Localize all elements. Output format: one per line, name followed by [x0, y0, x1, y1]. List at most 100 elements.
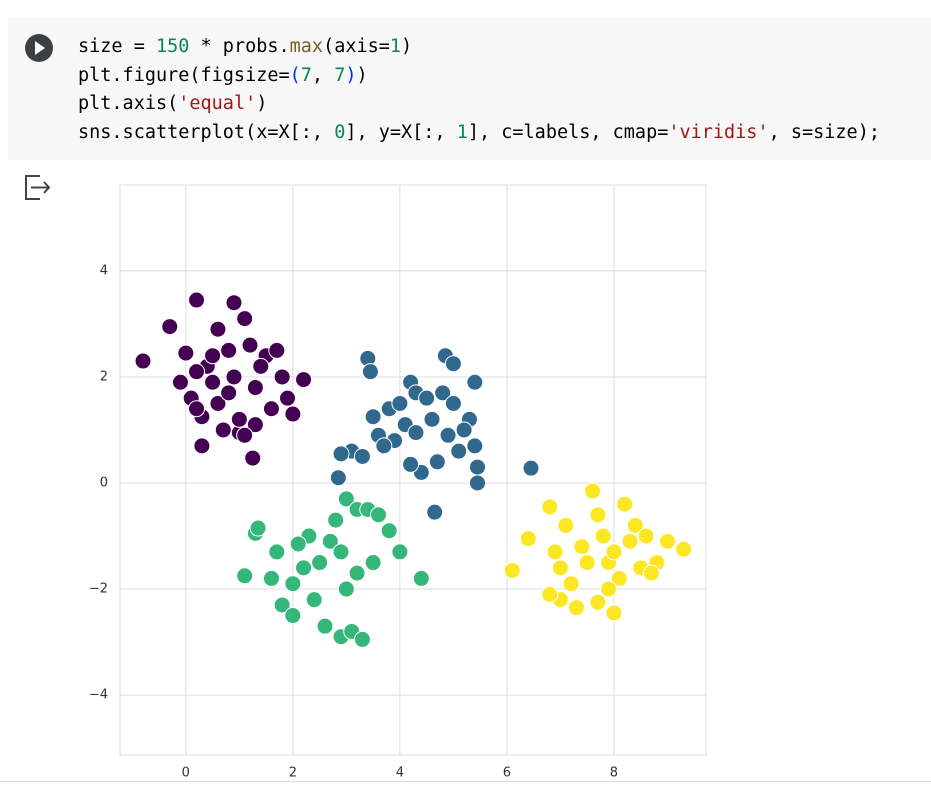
divider	[0, 781, 931, 782]
code-token: size =	[78, 36, 156, 57]
scatter-point	[455, 421, 473, 439]
scatter-point	[230, 410, 248, 428]
scatter-point	[268, 341, 286, 359]
scatter-point	[621, 532, 639, 550]
scatter-point	[236, 310, 254, 328]
scatter-point	[241, 336, 259, 354]
scatter-point	[279, 389, 297, 407]
scatter-point	[642, 564, 660, 582]
scatter-point	[332, 445, 350, 463]
scatter-point	[225, 368, 243, 386]
scatter-point	[268, 543, 286, 561]
scatter-point	[249, 519, 267, 537]
scatter-point	[311, 554, 329, 572]
code-line: plt.figure(figsize=(7, 7))	[78, 62, 880, 91]
scatter-point	[418, 389, 436, 407]
code-token: (	[289, 64, 301, 86]
code-token: (axis=	[323, 36, 390, 57]
code-token: 'viridis'	[668, 122, 769, 144]
code-token: )	[356, 64, 368, 86]
scatter-point	[209, 320, 227, 338]
scatter-point	[161, 318, 179, 336]
scatter-point	[557, 516, 575, 534]
scatter-point	[236, 426, 254, 444]
scatter-point	[353, 630, 371, 648]
scatter-point	[412, 569, 430, 587]
scatter-point	[541, 498, 559, 516]
scatter-point	[337, 580, 355, 598]
scatter-point	[600, 580, 618, 598]
scatter-point	[273, 368, 291, 386]
scatter-point	[468, 458, 486, 476]
code-token: 7	[334, 64, 346, 86]
scatter-point	[236, 567, 254, 585]
code-token: 7	[300, 64, 312, 86]
scatter-point	[262, 400, 280, 418]
y-tick-label: 2	[100, 369, 108, 384]
scatter-point	[468, 474, 486, 492]
x-tick-label: 6	[503, 766, 511, 781]
scatter-point	[573, 538, 591, 556]
code-cell: size = 150 * probs.max(axis=1) plt.figure…	[8, 18, 931, 160]
scatter-point	[188, 363, 206, 381]
scatter-point	[329, 469, 347, 487]
y-tick-label: −4	[89, 688, 108, 703]
output-icon	[25, 175, 51, 200]
scatter-point	[375, 437, 393, 455]
scatter-point	[391, 543, 409, 561]
scatter-point	[289, 535, 307, 553]
scatter-point	[204, 373, 222, 391]
scatter-point	[567, 599, 585, 617]
scatter-point	[434, 384, 452, 402]
code-token: sns.scatterplot(x=X[:,	[78, 122, 335, 144]
x-tick-label: 2	[289, 766, 297, 781]
scatter-point	[439, 426, 457, 444]
scatter-point	[171, 373, 189, 391]
code-token: )	[401, 36, 413, 57]
scatter-point	[428, 453, 446, 471]
scatter-point	[675, 540, 693, 558]
y-tick-label: −2	[89, 582, 108, 597]
scatter-point	[444, 394, 462, 412]
scatter-point	[578, 554, 596, 572]
code-token: ], y=X[:,	[345, 122, 457, 144]
scatter-point	[364, 554, 382, 572]
scatter-point	[589, 593, 607, 611]
scatter-point	[407, 424, 425, 442]
y-tick-label: 0	[100, 475, 108, 490]
scatter-point	[348, 564, 366, 582]
code-line: sns.scatterplot(x=X[:, 0], y=X[:, 1], c=…	[78, 119, 880, 148]
scatter-point	[225, 294, 243, 312]
x-tick-label: 0	[182, 766, 190, 781]
scatter-point	[594, 527, 612, 545]
code-editor[interactable]: size = 150 * probs.max(axis=1) plt.figure…	[78, 33, 880, 148]
scatter-point	[337, 490, 355, 508]
scatter-point	[364, 408, 382, 426]
scatter-point	[361, 363, 379, 381]
code-line: plt.axis('equal')	[78, 90, 880, 119]
scatter-point	[380, 522, 398, 540]
code-token: )	[345, 64, 357, 86]
run-button[interactable]	[24, 33, 54, 63]
scatter-point	[605, 543, 623, 561]
scatter-point	[541, 585, 559, 603]
scatter-point	[551, 559, 569, 577]
code-token: 1	[389, 36, 402, 57]
code-token: plt.axis(	[78, 93, 179, 115]
scatter-point	[369, 506, 387, 524]
scatter-point	[353, 447, 371, 465]
scatter-point	[584, 482, 602, 500]
scatter-point	[616, 495, 634, 513]
code-token: , s=size);	[768, 122, 880, 144]
code-token: 150	[155, 36, 190, 57]
scatter-point	[295, 559, 313, 577]
scatter-point	[134, 352, 152, 370]
scatter-point	[589, 506, 607, 524]
scatter-point	[209, 394, 227, 412]
scatter-point	[626, 516, 644, 534]
scatter-point	[262, 569, 280, 587]
scatter-point	[402, 455, 420, 473]
scatter-point	[188, 291, 206, 309]
scatter-point	[177, 344, 195, 362]
code-token: ], c=labels, cmap=	[467, 122, 669, 144]
